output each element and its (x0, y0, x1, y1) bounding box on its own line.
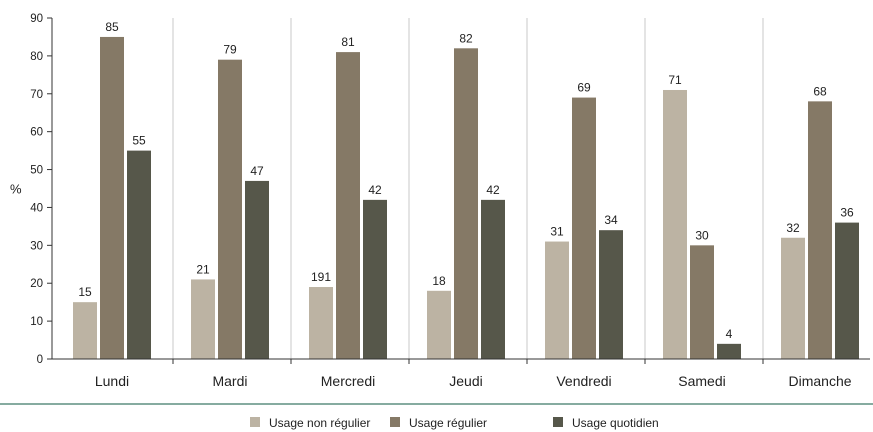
legend-label: Usage quotidien (572, 416, 659, 430)
bar (599, 230, 623, 359)
bar (127, 150, 151, 359)
data-label: 36 (840, 206, 854, 220)
data-label: 21 (196, 262, 210, 276)
data-label: 47 (250, 164, 264, 178)
x-tick-label: Samedi (678, 373, 725, 389)
y-axis: 0 10 20 30 40 50 60 70 80 90 (30, 13, 53, 366)
y-tick-label: 60 (30, 127, 43, 139)
data-label: 31 (550, 225, 564, 239)
bar (218, 59, 242, 360)
bar (808, 101, 832, 359)
y-tick-label: 80 (30, 51, 43, 63)
data-label: 68 (813, 84, 827, 98)
y-tick-label: 20 (30, 278, 43, 290)
data-label: 34 (604, 213, 618, 227)
bar (835, 222, 859, 359)
data-labels: 15 85 55 21 79 47 191 81 42 18 82 42 31 69 34 71 30 4 32 68… (78, 20, 854, 341)
x-axis: Lundi Mardi Mercredi Jeudi Vendredi Samedi Dim… (52, 358, 870, 389)
data-label: 85 (105, 20, 119, 34)
x-tick-label: Lundi (95, 373, 129, 389)
legend: Usage non régulier Usage régulier Usage qu… (250, 416, 659, 430)
y-tick-label: 0 (37, 354, 43, 366)
bar (191, 279, 215, 359)
data-label: 32 (786, 221, 800, 235)
x-tick-label: Mercredi (321, 373, 375, 389)
data-label: 191 (311, 270, 331, 284)
legend-label: Usage non régulier (269, 416, 370, 430)
bar (427, 290, 451, 359)
bar (572, 97, 596, 360)
bar (545, 241, 569, 359)
x-tick-label: Mardi (212, 373, 247, 389)
y-tick-label: 90 (30, 13, 43, 25)
x-tick-label: Jeudi (449, 373, 482, 389)
x-tick-label: Vendredi (556, 373, 611, 389)
bar (781, 237, 805, 359)
bar (309, 287, 333, 359)
y-tick-label: 70 (30, 89, 43, 101)
y-tick-label: 10 (30, 316, 43, 328)
legend-swatch (553, 417, 563, 427)
y-tick-label: 50 (30, 165, 43, 177)
data-label: 71 (668, 73, 682, 87)
data-label: 4 (726, 327, 733, 341)
data-label: 42 (486, 183, 500, 197)
bar (245, 180, 269, 359)
legend-swatch (390, 417, 400, 427)
data-label: 69 (577, 81, 591, 95)
bar (454, 48, 478, 360)
bar (336, 52, 360, 359)
data-label: 15 (78, 285, 92, 299)
y-axis-label: % (10, 182, 22, 197)
y-tick-label: 30 (30, 240, 43, 252)
data-label: 30 (695, 228, 709, 242)
data-label: 79 (223, 43, 237, 57)
bar (717, 343, 741, 359)
bar (363, 199, 387, 359)
data-label: 42 (368, 183, 382, 197)
bars (73, 36, 859, 360)
bar (481, 199, 505, 359)
bar (690, 245, 714, 359)
bar (73, 302, 97, 359)
y-tick-label: 40 (30, 202, 43, 214)
data-label: 81 (341, 35, 355, 49)
category-dividers (172, 18, 764, 359)
bar (100, 36, 124, 359)
data-label: 55 (132, 134, 146, 148)
bar (663, 89, 687, 359)
data-label: 82 (459, 31, 473, 45)
x-tick-label: Dimanche (788, 373, 851, 389)
legend-swatch (250, 417, 260, 427)
data-label: 18 (432, 274, 446, 288)
legend-label: Usage régulier (409, 416, 487, 430)
